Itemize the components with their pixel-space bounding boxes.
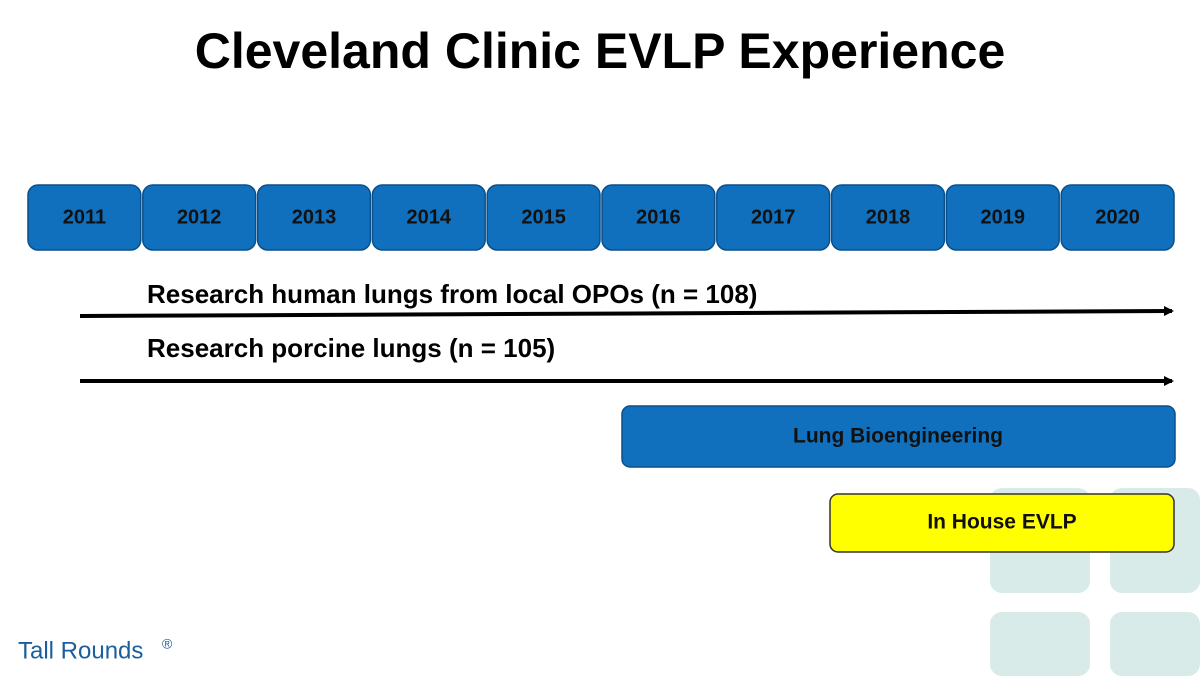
- bar: [621, 405, 1176, 468]
- year-label: 2014: [407, 206, 452, 228]
- year-label: 2016: [636, 206, 681, 228]
- year-box: [716, 184, 831, 251]
- year-box: [27, 184, 142, 251]
- year-box: [945, 184, 1060, 251]
- bar-label: In House EVLP: [927, 511, 1076, 534]
- bar-label: Lung Bioengineering: [793, 425, 1003, 448]
- arrow-label: Research porcine lungs (n = 105): [147, 333, 555, 363]
- year-label: 2013: [292, 206, 337, 228]
- year-box: [256, 184, 372, 251]
- year-label: 2011: [63, 206, 106, 228]
- footer-brand: Tall Rounds: [18, 637, 143, 664]
- year-box: [830, 184, 946, 251]
- year-box: [601, 184, 716, 251]
- footer-mark: ®: [162, 636, 173, 652]
- year-label: 2015: [521, 206, 566, 228]
- bar: [829, 493, 1175, 553]
- year-label: 2018: [866, 206, 911, 228]
- arrow-label: Research human lungs from local OPOs (n …: [147, 279, 757, 309]
- year-label: 2019: [981, 206, 1026, 228]
- arrow: [79, 306, 1174, 318]
- year-label: 2020: [1095, 206, 1140, 228]
- year-label: 2017: [751, 206, 796, 228]
- slide-title: Cleveland Clinic EVLP Experience: [195, 23, 1006, 79]
- year-label: 2012: [177, 206, 222, 228]
- year-box: [486, 184, 601, 251]
- timeline: 2011 2012 2013 2014 2015 2016 2017 2018 2019 2020: [27, 184, 1175, 251]
- year-box: [142, 184, 257, 251]
- year-box: [1060, 184, 1175, 251]
- year-box: [371, 184, 486, 251]
